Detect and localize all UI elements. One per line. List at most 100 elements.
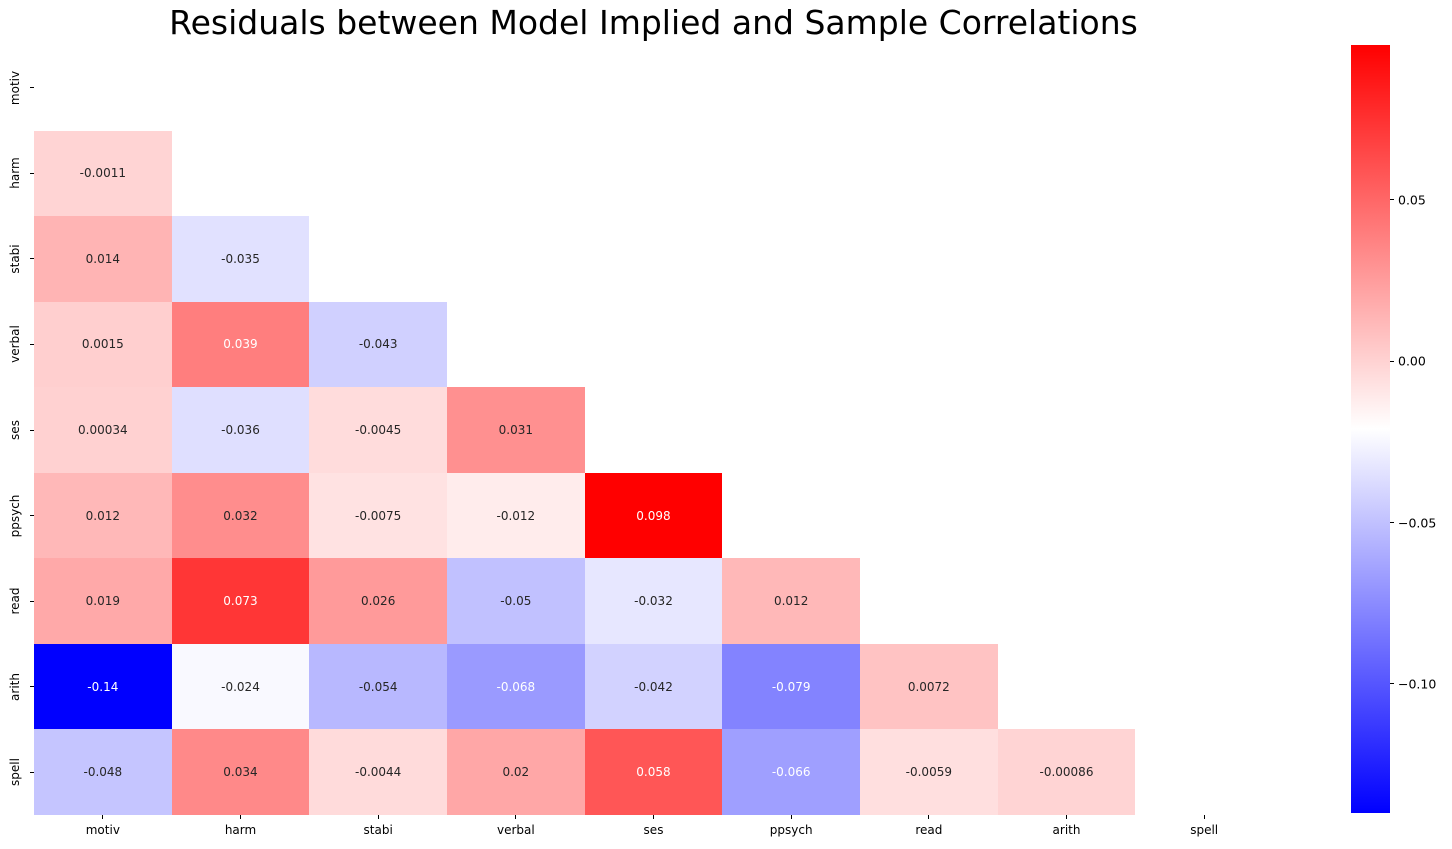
cell-value: -0.0044 — [354, 765, 402, 780]
x-tick-mark — [377, 815, 379, 819]
cell-value: 0.073 — [223, 594, 258, 609]
cell-value: 0.019 — [85, 594, 120, 609]
cell-value: 0.026 — [360, 594, 396, 609]
heatmap-cell: 0.019 — [34, 558, 172, 644]
cell-value: -0.032 — [634, 594, 673, 609]
y-tick-mark — [30, 87, 34, 89]
x-tick-mark — [1066, 815, 1067, 819]
cell-value: -0.0045 — [354, 422, 402, 437]
colorbar-tick-mark — [1390, 199, 1394, 201]
heatmap-cell: -0.012 — [447, 472, 585, 559]
x-tick-mark — [102, 815, 104, 819]
x-tick-label: read — [915, 823, 943, 837]
colorbar-tick-label: 0.00 — [1398, 353, 1426, 369]
cell-value: 0.032 — [223, 508, 258, 523]
heatmap-cell: -0.0075 — [309, 472, 447, 559]
heatmap-cell: 0.098 — [584, 472, 723, 559]
heatmap-cell: -0.00086 — [997, 729, 1136, 815]
heatmap-cell: -0.068 — [447, 643, 585, 730]
heatmap-cell: -0.14 — [34, 643, 172, 730]
x-tick-label: verbal — [496, 823, 535, 837]
heatmap-cell: 0.026 — [309, 558, 447, 644]
cell-value: -0.048 — [83, 765, 123, 780]
cell-value: -0.14 — [87, 679, 119, 694]
cell-value: -0.043 — [358, 337, 398, 352]
x-tick-mark — [240, 815, 241, 819]
heatmap-cell: -0.042 — [584, 643, 723, 730]
heatmap-cell: -0.036 — [171, 387, 310, 473]
x-tick-mark — [653, 815, 654, 819]
cell-value: -0.042 — [634, 679, 673, 694]
heatmap-cell: 0.00034 — [34, 387, 172, 473]
cell-value: -0.068 — [496, 679, 536, 694]
cell-value: 0.034 — [223, 765, 258, 780]
cell-value: -0.079 — [771, 679, 811, 694]
heatmap-cell: 0.02 — [447, 729, 585, 815]
cell-value: -0.0059 — [905, 765, 952, 780]
cell-value: -0.012 — [496, 508, 536, 523]
cell-value: 0.014 — [85, 251, 120, 266]
heatmap-cell: 0.073 — [171, 558, 310, 644]
x-tick-label: motiv — [85, 823, 120, 837]
colorbar-tick-label: −0.10 — [1398, 676, 1437, 692]
cell-value: -0.00086 — [1039, 765, 1094, 780]
cell-value: 0.039 — [223, 337, 258, 352]
cell-value: -0.066 — [771, 765, 811, 780]
heatmap-cell: 0.032 — [171, 472, 310, 559]
cell-value: 0.098 — [636, 508, 671, 523]
heatmap-cell: 0.039 — [171, 301, 310, 388]
chart-title: Residuals between Model Implied and Samp… — [169, 3, 1138, 42]
heatmap-cell: 0.012 — [34, 472, 172, 559]
cell-value: -0.024 — [221, 679, 260, 694]
cell-value: -0.0075 — [354, 508, 402, 523]
cell-value: -0.0011 — [79, 166, 126, 181]
heatmap-cell: 0.058 — [584, 729, 723, 815]
heatmap-cell: -0.048 — [34, 729, 172, 815]
heatmap-cell: -0.079 — [722, 643, 860, 730]
colorbar-tick-mark — [1390, 522, 1394, 524]
heatmap-cell: 0.034 — [171, 729, 310, 815]
heatmap-cell: -0.024 — [171, 643, 310, 730]
y-tick-mark — [30, 429, 34, 431]
heatmap-grid: -0.0011 0.014 -0.035 0.0015 0.039 -0.043 0.000… — [34, 45, 1273, 815]
x-tick-mark — [928, 815, 930, 819]
cell-value: 0.0072 — [907, 679, 950, 694]
cell-value: 0.058 — [636, 765, 671, 780]
heatmap-cell: -0.05 — [447, 558, 585, 644]
y-tick-mark — [30, 258, 34, 260]
x-tick-mark — [790, 815, 792, 819]
x-tick-label: stabi — [363, 823, 393, 837]
y-tick-label: ses — [8, 420, 22, 440]
x-tick-label: arith — [1052, 823, 1081, 837]
heatmap-cell: 0.014 — [34, 216, 172, 302]
cell-value: -0.05 — [500, 594, 532, 609]
cell-value: -0.054 — [358, 679, 398, 694]
y-tick-mark — [30, 515, 34, 517]
colorbar-tick-label: −0.05 — [1398, 515, 1437, 531]
x-tick-label: ses — [643, 823, 664, 837]
y-tick-mark — [30, 172, 34, 174]
y-tick-label: ppsych — [8, 494, 22, 537]
heatmap-cell: -0.066 — [722, 729, 860, 815]
y-tick-mark — [30, 343, 34, 345]
y-tick-label: spell — [8, 758, 22, 787]
cell-value: -0.036 — [221, 422, 260, 437]
heatmap-cell: -0.0059 — [860, 729, 998, 815]
y-tick-label: harm — [8, 157, 22, 190]
y-tick-mark — [30, 771, 34, 773]
y-tick-label: verbal — [8, 325, 22, 364]
heatmap-cell: -0.043 — [309, 301, 447, 388]
y-tick-mark — [30, 600, 34, 602]
heatmap-cell: -0.0045 — [309, 387, 447, 473]
heatmap-cell: -0.0011 — [34, 130, 172, 217]
cell-value: 0.0015 — [81, 337, 124, 352]
x-tick-mark — [515, 815, 517, 819]
heatmap-cell: -0.0044 — [309, 729, 447, 815]
colorbar — [1351, 45, 1390, 813]
cell-value: 0.00034 — [78, 422, 128, 437]
x-tick-label: ppsych — [769, 823, 813, 837]
cell-value: -0.035 — [221, 251, 260, 266]
y-tick-mark — [30, 686, 34, 688]
x-tick-label: harm — [224, 823, 257, 837]
